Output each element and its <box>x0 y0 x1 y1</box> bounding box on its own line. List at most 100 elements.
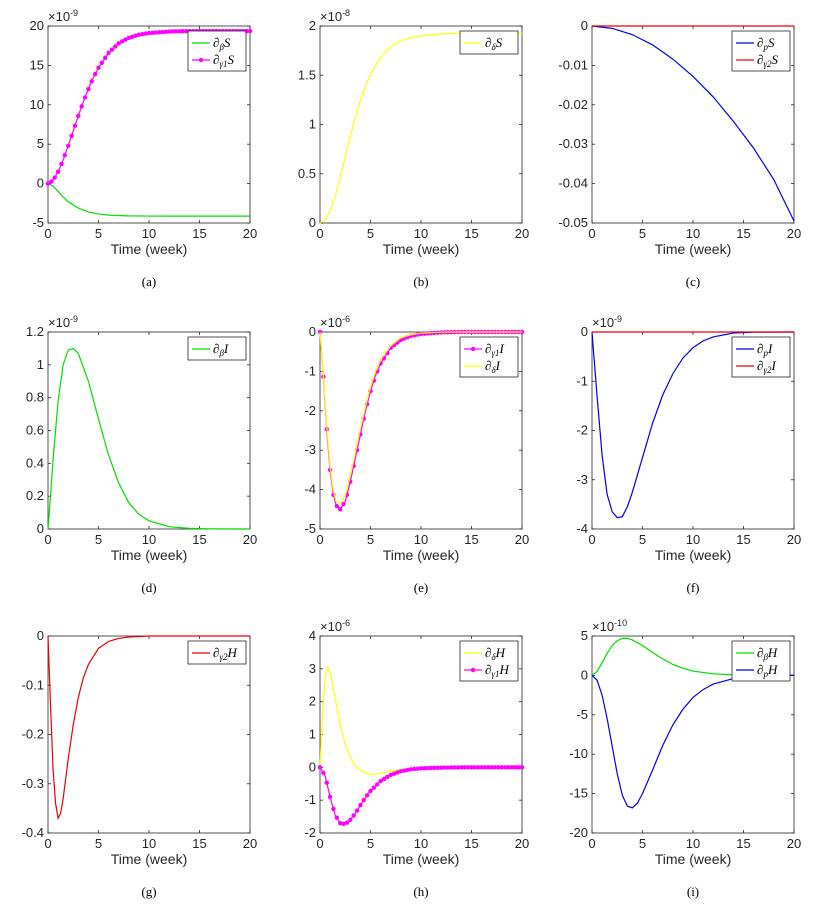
series-marker <box>106 50 111 55</box>
legend-entry: ∂γ2I <box>757 358 776 375</box>
x-axis-label: Time (week) <box>111 851 188 867</box>
series-marker <box>103 55 108 60</box>
y-tick-label: 0.2 <box>26 488 44 503</box>
series-marker <box>331 806 336 812</box>
y-tick-label: -0.3 <box>22 776 44 791</box>
series-marker <box>509 765 515 770</box>
y-tick-label: 5 <box>581 628 588 643</box>
x-tick-label: 20 <box>243 836 257 851</box>
x-tick-label: 15 <box>192 532 206 547</box>
y-tick-label: -4 <box>576 521 588 536</box>
x-tick-label: 20 <box>787 836 801 851</box>
series-line-0 <box>591 331 795 519</box>
series-marker <box>408 767 414 772</box>
x-tick-label: 10 <box>142 226 156 241</box>
subplot-caption: (c) <box>686 274 700 289</box>
x-tick-label: 20 <box>515 836 529 851</box>
y-tick-label: -0.1 <box>22 677 44 692</box>
series-marker <box>183 28 189 34</box>
subplot-c: 0 5 10 15 20 -0.05 -0.04 -0.03 -0.02 -0.01 0 Time (… <box>558 18 801 289</box>
y-exponent-label: ×10-9 <box>48 8 78 24</box>
series-marker <box>489 765 494 770</box>
x-tick-label: 0 <box>316 836 323 851</box>
series-line-1 <box>591 674 794 809</box>
subplot-caption: (e) <box>414 580 428 595</box>
subplot-caption: (i) <box>687 884 699 899</box>
legend: ∂δH∂γ1H <box>459 640 519 682</box>
series-marker <box>150 30 155 36</box>
legend-entry: ∂pH <box>757 662 778 679</box>
y-tick-label: 4 <box>309 628 316 643</box>
y-tick-label: 1.2 <box>26 324 44 339</box>
x-tick-label: 20 <box>787 226 801 241</box>
y-tick-label: 1 <box>37 357 44 372</box>
x-tick-label: 10 <box>686 532 700 547</box>
series-marker <box>344 820 350 825</box>
x-tick-label: 0 <box>588 836 595 851</box>
series-marker <box>341 821 346 827</box>
series-marker <box>405 767 410 773</box>
x-axis-label: Time (week) <box>383 851 460 867</box>
series-marker <box>428 765 434 771</box>
y-tick-label: -2 <box>304 403 316 418</box>
y-tick-label: -0.2 <box>22 727 44 742</box>
x-axis-label: Time (week) <box>383 547 460 563</box>
x-tick-label: 0 <box>44 226 51 241</box>
x-tick-label: 5 <box>639 836 646 851</box>
series-marker <box>513 765 518 770</box>
x-tick-label: 0 <box>588 532 595 547</box>
y-tick-label: 1 <box>309 117 316 132</box>
x-tick-label: 5 <box>639 532 646 547</box>
y-tick-label: -0.05 <box>558 215 588 230</box>
y-tick-label: 10 <box>30 97 44 112</box>
legend: ∂pS∂γ2S <box>731 30 791 72</box>
series-marker <box>62 153 68 158</box>
series-marker <box>348 817 353 823</box>
x-tick-label: 15 <box>736 532 750 547</box>
x-tick-label: 10 <box>686 226 700 241</box>
series-marker <box>401 768 407 773</box>
series-marker <box>482 765 488 770</box>
y-tick-label: 0 <box>581 324 588 339</box>
legend-box <box>459 640 519 682</box>
x-axis-label: Time (week) <box>655 241 732 257</box>
legend-marker <box>198 57 204 63</box>
series-marker <box>76 113 81 119</box>
series-marker <box>338 507 343 512</box>
legend-box <box>731 30 791 72</box>
series-marker <box>72 123 78 129</box>
y-exponent-label: ×10-10 <box>592 618 627 634</box>
x-tick-label: 10 <box>414 836 428 851</box>
x-tick-label: 0 <box>316 532 323 547</box>
y-tick-label: 0 <box>309 759 316 774</box>
legend-entry: ∂γ1H <box>485 662 509 679</box>
x-tick-label: 10 <box>142 836 156 851</box>
series-marker <box>79 104 84 109</box>
series-marker <box>153 30 158 35</box>
series-marker <box>334 815 340 820</box>
y-tick-label: 2 <box>309 18 316 33</box>
series-line-0 <box>591 25 795 222</box>
x-tick-label: 15 <box>464 226 478 241</box>
legend: ∂γ1I∂δI <box>459 336 519 378</box>
series-marker <box>398 769 403 774</box>
subplot-g: 0 5 10 15 20 -0.4 -0.3 -0.2 -0.1 0 Time (week) (g) ∂… <box>22 628 258 899</box>
legend-entry: ∂pI <box>757 341 773 358</box>
series-marker <box>385 774 390 780</box>
series-marker <box>395 770 400 775</box>
y-tick-label: -2 <box>304 825 316 840</box>
x-tick-label: 10 <box>414 226 428 241</box>
y-tick-label: -1 <box>304 792 316 807</box>
y-tick-label: 0 <box>309 324 316 339</box>
series-marker <box>160 29 165 35</box>
x-tick-label: 10 <box>686 836 700 851</box>
series-marker <box>371 785 377 790</box>
series-marker <box>452 765 457 770</box>
series-marker <box>378 778 383 784</box>
series-marker <box>96 65 101 70</box>
subplot-h: 0 5 10 15 20 -2 -1 0 1 2 3 4 ×10-6 Time (week) (h) ∂δH∂… <box>304 618 529 899</box>
series-line-0 <box>319 32 522 224</box>
series-marker <box>476 765 481 770</box>
legend-marker <box>470 346 476 352</box>
